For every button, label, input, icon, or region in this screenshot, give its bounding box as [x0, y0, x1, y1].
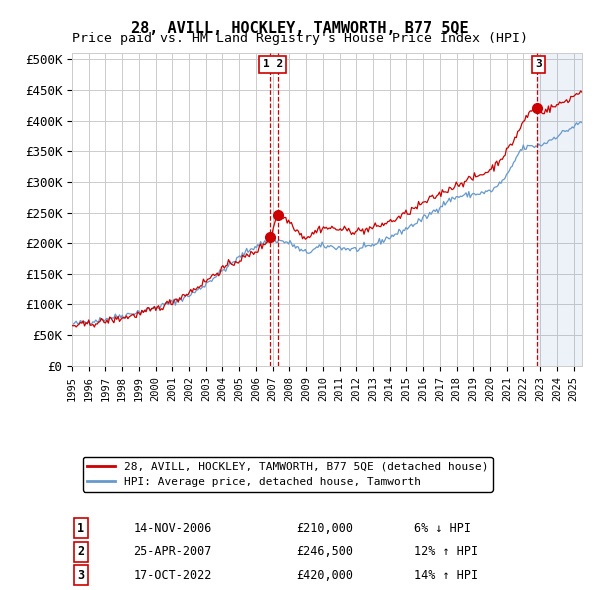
- Text: 6% ↓ HPI: 6% ↓ HPI: [414, 522, 471, 535]
- Text: 14% ↑ HPI: 14% ↑ HPI: [414, 569, 478, 582]
- Text: £246,500: £246,500: [296, 545, 353, 558]
- Text: Price paid vs. HM Land Registry's House Price Index (HPI): Price paid vs. HM Land Registry's House …: [72, 32, 528, 45]
- Text: 28, AVILL, HOCKLEY, TAMWORTH, B77 5QE: 28, AVILL, HOCKLEY, TAMWORTH, B77 5QE: [131, 21, 469, 35]
- Text: 25-APR-2007: 25-APR-2007: [133, 545, 212, 558]
- Text: 2: 2: [77, 545, 84, 558]
- Legend: 28, AVILL, HOCKLEY, TAMWORTH, B77 5QE (detached house), HPI: Average price, deta: 28, AVILL, HOCKLEY, TAMWORTH, B77 5QE (d…: [83, 457, 493, 491]
- Text: 3: 3: [535, 60, 542, 70]
- Text: 3: 3: [77, 569, 84, 582]
- Text: 1: 1: [77, 522, 84, 535]
- Text: 12% ↑ HPI: 12% ↑ HPI: [414, 545, 478, 558]
- Bar: [536, 53, 582, 366]
- Text: £210,000: £210,000: [296, 522, 353, 535]
- Text: 17-OCT-2022: 17-OCT-2022: [133, 569, 212, 582]
- Text: £420,000: £420,000: [296, 569, 353, 582]
- Text: 14-NOV-2006: 14-NOV-2006: [133, 522, 212, 535]
- Text: 1 2: 1 2: [263, 60, 283, 70]
